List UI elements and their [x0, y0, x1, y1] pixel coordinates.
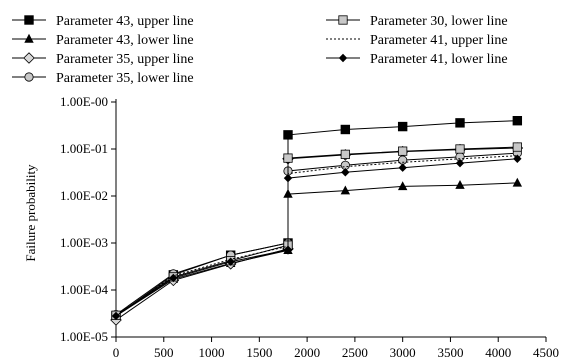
y-axis-label: Failure probability — [23, 164, 38, 262]
legend-label: Parameter 35, upper line — [56, 52, 194, 67]
y-tick-label: 1.00E-01 — [60, 141, 108, 156]
plot-area — [110, 116, 524, 326]
data-point — [455, 118, 465, 128]
x-tick-label: 4500 — [533, 345, 559, 360]
data-point — [111, 311, 121, 321]
data-point — [283, 245, 293, 254]
x-tick-label: 3500 — [437, 345, 463, 360]
x-tick-label: 2000 — [294, 345, 320, 360]
series-2 — [111, 177, 523, 320]
series-7 — [111, 154, 522, 321]
data-point — [455, 144, 465, 154]
legend-entry: Parameter 41, upper line — [326, 33, 508, 48]
data-point — [512, 177, 523, 187]
x-tick-label: 1500 — [246, 345, 272, 360]
series-line — [115, 182, 518, 317]
legend-entry: Parameter 30, lower line — [326, 14, 508, 29]
series-line — [115, 146, 518, 316]
data-point — [169, 273, 178, 283]
legend-entry: Parameter 43, lower line — [12, 33, 194, 48]
legend-marker — [23, 52, 35, 64]
legend-entry: Parameter 41, lower line — [326, 52, 508, 67]
data-point — [283, 173, 293, 183]
legend-label: Parameter 43, upper line — [56, 14, 194, 29]
data-point — [283, 130, 293, 140]
data-point — [340, 124, 351, 135]
y-tick-label: 1.00E-05 — [60, 329, 108, 344]
data-point — [283, 153, 293, 163]
legend-label: Parameter 41, lower line — [370, 52, 508, 67]
legend-entry: Parameter 35, upper line — [12, 52, 194, 67]
y-tick-label: 1.00E-02 — [60, 188, 108, 203]
data-point — [455, 158, 465, 168]
data-point — [398, 146, 408, 156]
legend-marker — [338, 53, 348, 63]
series-line — [115, 147, 518, 321]
x-tick-label: 1000 — [199, 345, 225, 360]
data-point — [397, 121, 408, 132]
data-point — [455, 179, 465, 189]
x-tick-label: 0 — [113, 345, 120, 360]
legend-entry: Parameter 43, upper line — [12, 14, 194, 29]
x-tick-label: 3000 — [390, 345, 416, 360]
data-point — [340, 185, 351, 195]
x-tick-label: 4000 — [485, 345, 511, 360]
y-tick-label: 1.00E-03 — [60, 235, 108, 250]
series-6 — [115, 155, 518, 317]
series-line — [115, 152, 518, 316]
series-5 — [111, 142, 522, 320]
data-point — [341, 168, 350, 177]
series-4 — [111, 148, 522, 320]
data-point — [340, 149, 350, 159]
data-point — [398, 163, 407, 172]
legend-marker — [24, 72, 34, 82]
legend-label: Parameter 43, lower line — [56, 33, 194, 48]
x-tick-label: 500 — [154, 345, 174, 360]
legend-label: Parameter 41, upper line — [370, 33, 508, 48]
legend-marker — [338, 15, 348, 25]
series-line — [115, 155, 518, 317]
axes: 1.00E-05 1.00E-04 1.00E-03 1.00E-02 1.00E-01… — [60, 94, 559, 360]
data-point — [398, 155, 408, 165]
y-tick-label: 1.00E-00 — [60, 94, 108, 109]
data-point — [226, 257, 235, 266]
legend-label: Parameter 35, lower line — [56, 71, 194, 86]
legend: Parameter 43, upper line Parameter 43, lo… — [12, 14, 508, 86]
y-tick-label: 1.00E-04 — [60, 282, 109, 297]
series-line — [115, 158, 518, 317]
legend-entry: Parameter 35, lower line — [12, 71, 194, 86]
legend-marker — [24, 33, 34, 43]
legend-label: Parameter 30, lower line — [370, 14, 508, 29]
series-3 — [110, 142, 524, 326]
legend-marker — [24, 15, 34, 25]
x-tick-label: 2500 — [342, 345, 368, 360]
data-point — [512, 142, 522, 152]
data-point — [513, 154, 522, 163]
data-point — [512, 116, 523, 126]
data-point — [397, 181, 408, 191]
